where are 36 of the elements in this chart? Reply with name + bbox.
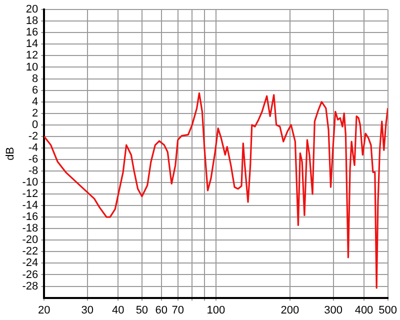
y-tick-label: -14: [22, 200, 38, 212]
y-tick-label: -24: [22, 257, 38, 270]
y-tick-label: -28: [22, 280, 38, 292]
y-tick-label: -8: [28, 165, 38, 178]
y-tick-label: -16: [22, 211, 38, 224]
y-tick-label: 10: [26, 61, 38, 74]
x-tick-label: 40: [112, 304, 124, 316]
y-tick-label: 18: [26, 15, 38, 28]
y-tick-label: 0: [32, 118, 38, 131]
y-tick-label: -12: [22, 188, 38, 200]
y-tick-label: 20: [26, 4, 38, 16]
y-tick-label: 4: [32, 96, 38, 108]
y-tick-label: -22: [22, 246, 38, 258]
y-tick-label: 8: [32, 72, 38, 85]
y-tick-label: 16: [26, 26, 38, 39]
y-tick-label: -20: [22, 234, 38, 246]
y-tick-label: 2: [32, 107, 38, 120]
y-tick-label: -10: [22, 176, 38, 189]
y-tick-label: -2: [28, 130, 38, 142]
y-tick-label: 14: [26, 38, 38, 50]
x-tick-label: 70: [172, 304, 184, 316]
y-axis-title: dB: [4, 146, 17, 160]
y-tick-label: -6: [28, 153, 38, 166]
x-tick-label: 500: [378, 304, 398, 316]
y-tick-label: -18: [22, 222, 38, 235]
x-tick-label: 300: [324, 304, 342, 316]
x-tick-label: 400: [354, 304, 374, 316]
y-tick-label: 6: [32, 84, 38, 96]
x-tick-label: 60: [155, 304, 168, 316]
y-tick-label: -4: [28, 142, 38, 154]
y-tick-label: 12: [26, 50, 38, 62]
x-tick-label: 200: [280, 304, 300, 316]
y-tick-label: -26: [22, 268, 38, 281]
x-tick-label: 30: [81, 304, 94, 316]
x-tick-label: 100: [206, 304, 226, 316]
x-tick-label: 50: [136, 304, 148, 316]
